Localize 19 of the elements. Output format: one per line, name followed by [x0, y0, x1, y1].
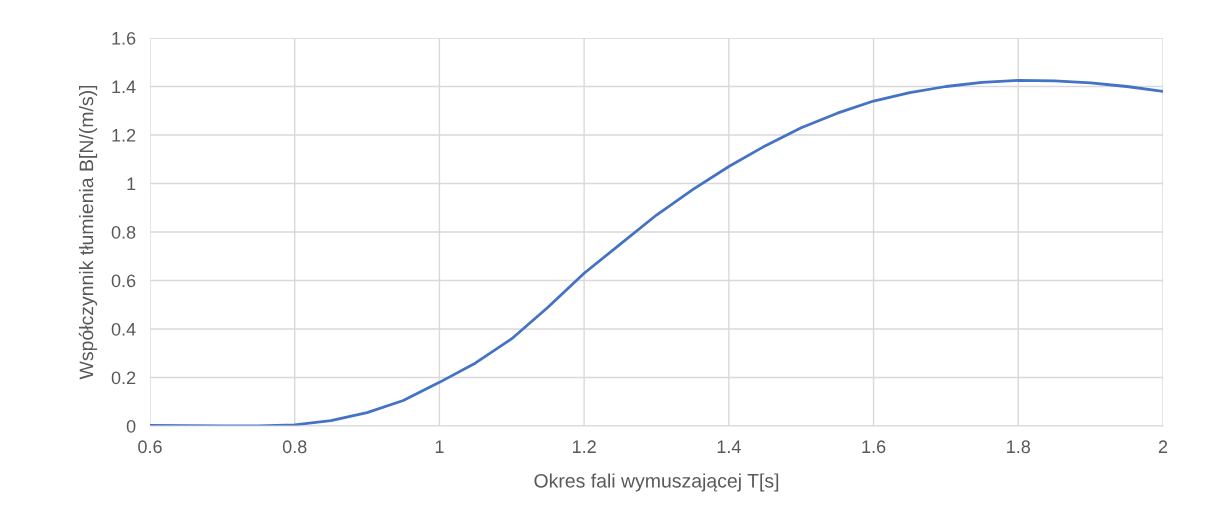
y-tick-label: 1 — [127, 177, 136, 191]
y-tick-label: 0.2 — [111, 371, 136, 385]
y-tick-label: 1.6 — [112, 31, 136, 45]
x-tick-label: 1 — [435, 440, 444, 453]
x-tick-label: 1.2 — [572, 440, 596, 453]
x-tick-label: 1.8 — [1007, 440, 1031, 454]
x-tick-label: 1.6 — [862, 440, 886, 454]
y-tick-label: 0.8 — [111, 225, 136, 239]
x-tick-label: 2 — [1158, 440, 1168, 453]
x-tick-label: 1.4 — [717, 440, 741, 453]
y-tick-label: 0 — [126, 419, 136, 433]
y-tick-label: 0.6 — [111, 274, 136, 288]
y-axis-title: Współczynnik tłumienia B[N/(m/s)] — [78, 85, 98, 380]
y-tick-label: 1.2 — [112, 128, 136, 142]
y-tick-label: 1.4 — [112, 80, 136, 94]
x-tick-label: 0.8 — [282, 440, 307, 454]
x-axis-title: Okres fali wymuszającej T[s] — [534, 473, 779, 492]
y-tick-label: 0.4 — [111, 322, 136, 336]
x-tick-label: 0.6 — [138, 440, 162, 454]
